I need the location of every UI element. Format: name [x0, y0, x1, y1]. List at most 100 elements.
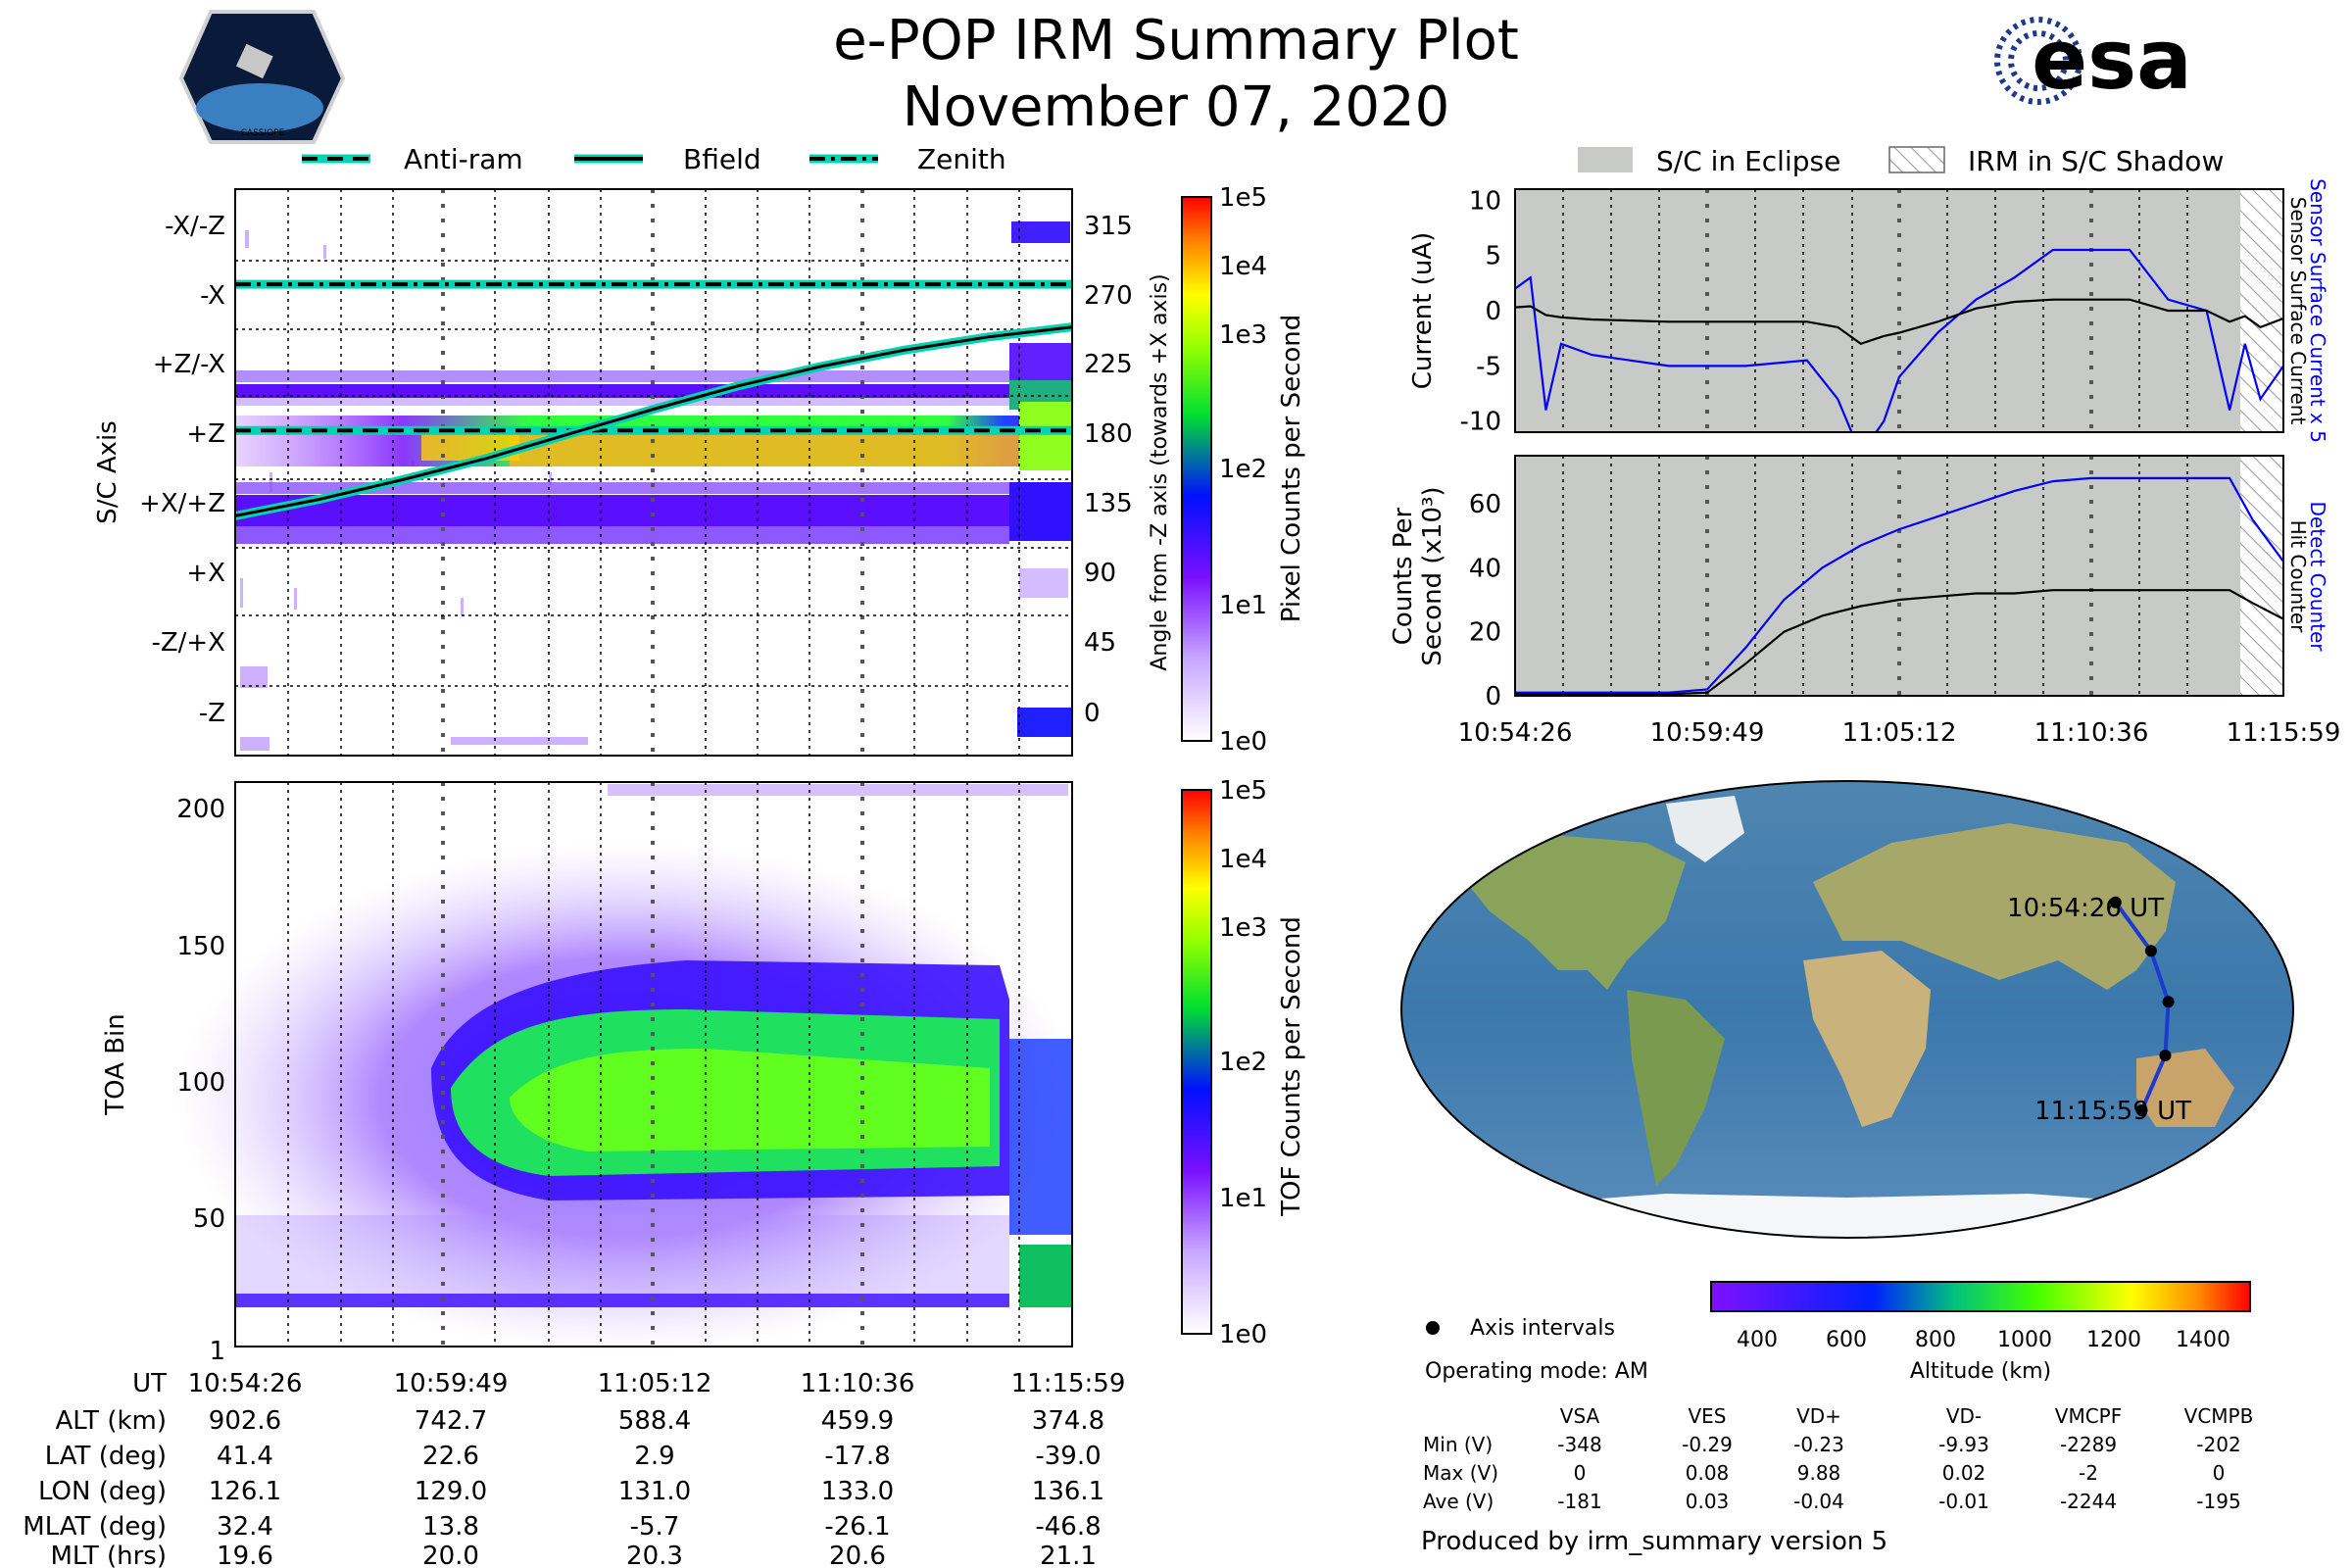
map-end-label: 11:15:59 UT	[2034, 1097, 2191, 1126]
alt-tick: 1200	[2086, 1328, 2141, 1352]
current-ylabel: Current (uA)	[1408, 232, 1438, 389]
mission-logo: CASSIOPE	[178, 10, 346, 144]
counts-yticks: 60 40 20 0	[1469, 490, 1501, 711]
volt-col-header: VD+	[1796, 1404, 1841, 1428]
sc-axis-hgrid	[235, 260, 1072, 687]
angle-tick-315: 315	[1084, 212, 1133, 241]
axis-label-zx-neg: -Z/+X	[151, 628, 225, 658]
volt-cell: -2289	[2060, 1433, 2117, 1456]
legend-zenith: Zenith	[917, 143, 1006, 175]
current-yticks: 10 5 0 -5 -10	[1460, 186, 1501, 436]
cbar2-tick-1e1: 1e1	[1219, 1184, 1267, 1213]
legend-bfield: Bfield	[683, 143, 761, 175]
axis-intervals-legend: Axis intervals	[1470, 1316, 1615, 1341]
esa-logo: esa	[1994, 12, 2192, 108]
volt-cell: 0.02	[1942, 1461, 1986, 1485]
alt-tick: 800	[1915, 1328, 1956, 1352]
tof-colorbar: 1e5 1e4 1e3 1e2 1e1 1e0 TOF Counts per S…	[1181, 776, 1306, 1349]
counts-right-label-black: Hit Counter	[2286, 520, 2310, 633]
sc-axis-labels: -X/-Z -X +Z/-X +Z +X/+Z +X -Z/+X -Z	[139, 212, 225, 728]
ephem-cell: 19.6	[217, 1542, 273, 1568]
volt-cell: -0.04	[1793, 1490, 1844, 1513]
counts-tick: 20	[1469, 618, 1501, 648]
counts-tick: 60	[1469, 490, 1501, 519]
ephem-cell: 902.6	[209, 1406, 281, 1436]
ephem-cell: -5.7	[630, 1512, 680, 1542]
sc-axis-ylabel: S/C Axis	[93, 420, 122, 524]
ephem-ut-label: UT	[132, 1369, 167, 1398]
ephem-cell: -39.0	[1035, 1442, 1101, 1471]
volt-row-label: Ave (V)	[1423, 1490, 1494, 1513]
alt-tick: 400	[1737, 1328, 1778, 1352]
band-lower-top	[235, 482, 1009, 494]
volt-cell: 0.08	[1686, 1461, 1730, 1485]
cbar2-tick-1e0: 1e0	[1219, 1320, 1267, 1349]
ephem-row-label: LAT (deg)	[45, 1442, 167, 1471]
mission-logo-text: CASSIOPE	[241, 128, 285, 138]
axis-interval-dot	[2109, 896, 2122, 908]
volt-cell: -0.01	[1938, 1490, 1989, 1513]
cbar2-tick-1e2: 1e2	[1219, 1048, 1267, 1077]
cluster-z	[1019, 402, 1072, 470]
axis-interval-dot	[2162, 996, 2175, 1008]
esa-logo-text: esa	[2032, 12, 2192, 108]
volt-row-label: Max (V)	[1423, 1461, 1498, 1485]
ephem-cell: 20.6	[829, 1542, 886, 1568]
angle-tick-270: 270	[1084, 281, 1133, 311]
counts-tick: 40	[1469, 554, 1501, 583]
band-upper	[235, 384, 1009, 398]
band-upper-faint	[235, 370, 1009, 382]
xtick-4: 11:15:59	[2227, 718, 2341, 748]
volt-cell: -0.29	[1682, 1433, 1733, 1456]
ephem-row-label: MLAT (deg)	[23, 1512, 167, 1542]
bfield-line	[234, 322, 1073, 520]
angle-tick-180: 180	[1084, 419, 1133, 449]
counts-series-black	[1515, 589, 2283, 696]
ephemeris-table: UT 10:54:26 10:59:49 11:05:12 11:10:36 1…	[23, 1369, 1125, 1568]
pixel-colorbar-label: Pixel Counts per Second	[1277, 315, 1306, 623]
ephem-time-4: 11:15:59	[1011, 1369, 1126, 1398]
cbar1-tick-1e3: 1e3	[1219, 320, 1267, 350]
current-vgrid	[1562, 189, 2188, 432]
altitude-colorbar: 400 600 800 1000 1200 1400 Altitude (km)	[1710, 1281, 2251, 1384]
ephem-cell: 374.8	[1032, 1406, 1104, 1436]
axis-label-z-neg: -Z	[199, 699, 225, 728]
volt-cell: -0.23	[1793, 1433, 1844, 1456]
current-tick: 10	[1469, 186, 1501, 216]
ephem-cell: 742.7	[415, 1406, 487, 1436]
volt-cell: 0	[2213, 1461, 2226, 1485]
ephem-time-0: 10:54:26	[188, 1369, 303, 1398]
current-series-black	[1515, 298, 2283, 346]
current-right-label-blue: Sensor Surface Current x 5	[2306, 178, 2329, 443]
counts-series-blue	[1515, 476, 2283, 694]
cbar2-tick-1e3: 1e3	[1219, 913, 1267, 943]
land-greenland	[1666, 796, 1744, 862]
altitude-label: Altitude (km)	[1910, 1359, 2051, 1384]
tof-colorbar-label: TOF Counts per Second	[1277, 916, 1306, 1217]
pixel-colorbar: 1e5 1e4 1e3 1e2 1e1 1e0 Pixel Counts per…	[1181, 183, 1306, 757]
volt-row-label: Min (V)	[1423, 1433, 1493, 1456]
volt-col-header: VD-	[1946, 1404, 1982, 1428]
xtick-0: 10:54:26	[1458, 718, 1573, 748]
sc-axis-panel: -X/-Z -X +Z/-X +Z +X/+Z +X -Z/+X -Z 315 …	[93, 188, 1172, 757]
sc-axis-frame	[234, 188, 1073, 757]
axis-interval-legend-dot	[1426, 1321, 1440, 1335]
axis-label-x-neg: -X	[200, 281, 225, 311]
volt-cell: 9.88	[1797, 1461, 1841, 1485]
legend-eclipse: S/C in Eclipse	[1656, 145, 1840, 177]
world-map: 10:54:26 UT 11:15:59 UT	[1400, 780, 2294, 1239]
axis-interval-dot	[2144, 945, 2157, 957]
legend-antiram: Anti-ram	[404, 143, 523, 175]
ephem-time-3: 11:10:36	[801, 1369, 915, 1398]
land-europe-asia	[1813, 823, 2176, 990]
toa-tick-100: 100	[176, 1068, 225, 1098]
band-upper-edge	[235, 398, 1009, 406]
band-lower	[235, 495, 1009, 526]
ephem-time-2: 11:05:12	[598, 1369, 712, 1398]
cluster-x	[1019, 568, 1068, 598]
volt-col-header: VMCPF	[2055, 1404, 2122, 1428]
current-frame	[1514, 188, 2284, 433]
cluster-bottom	[1017, 708, 1072, 737]
angle-tick-45: 45	[1084, 628, 1116, 658]
voltage-table: VSA VES VD+ VD- VMCPF VCMPB Min (V) -348…	[1423, 1404, 2253, 1513]
